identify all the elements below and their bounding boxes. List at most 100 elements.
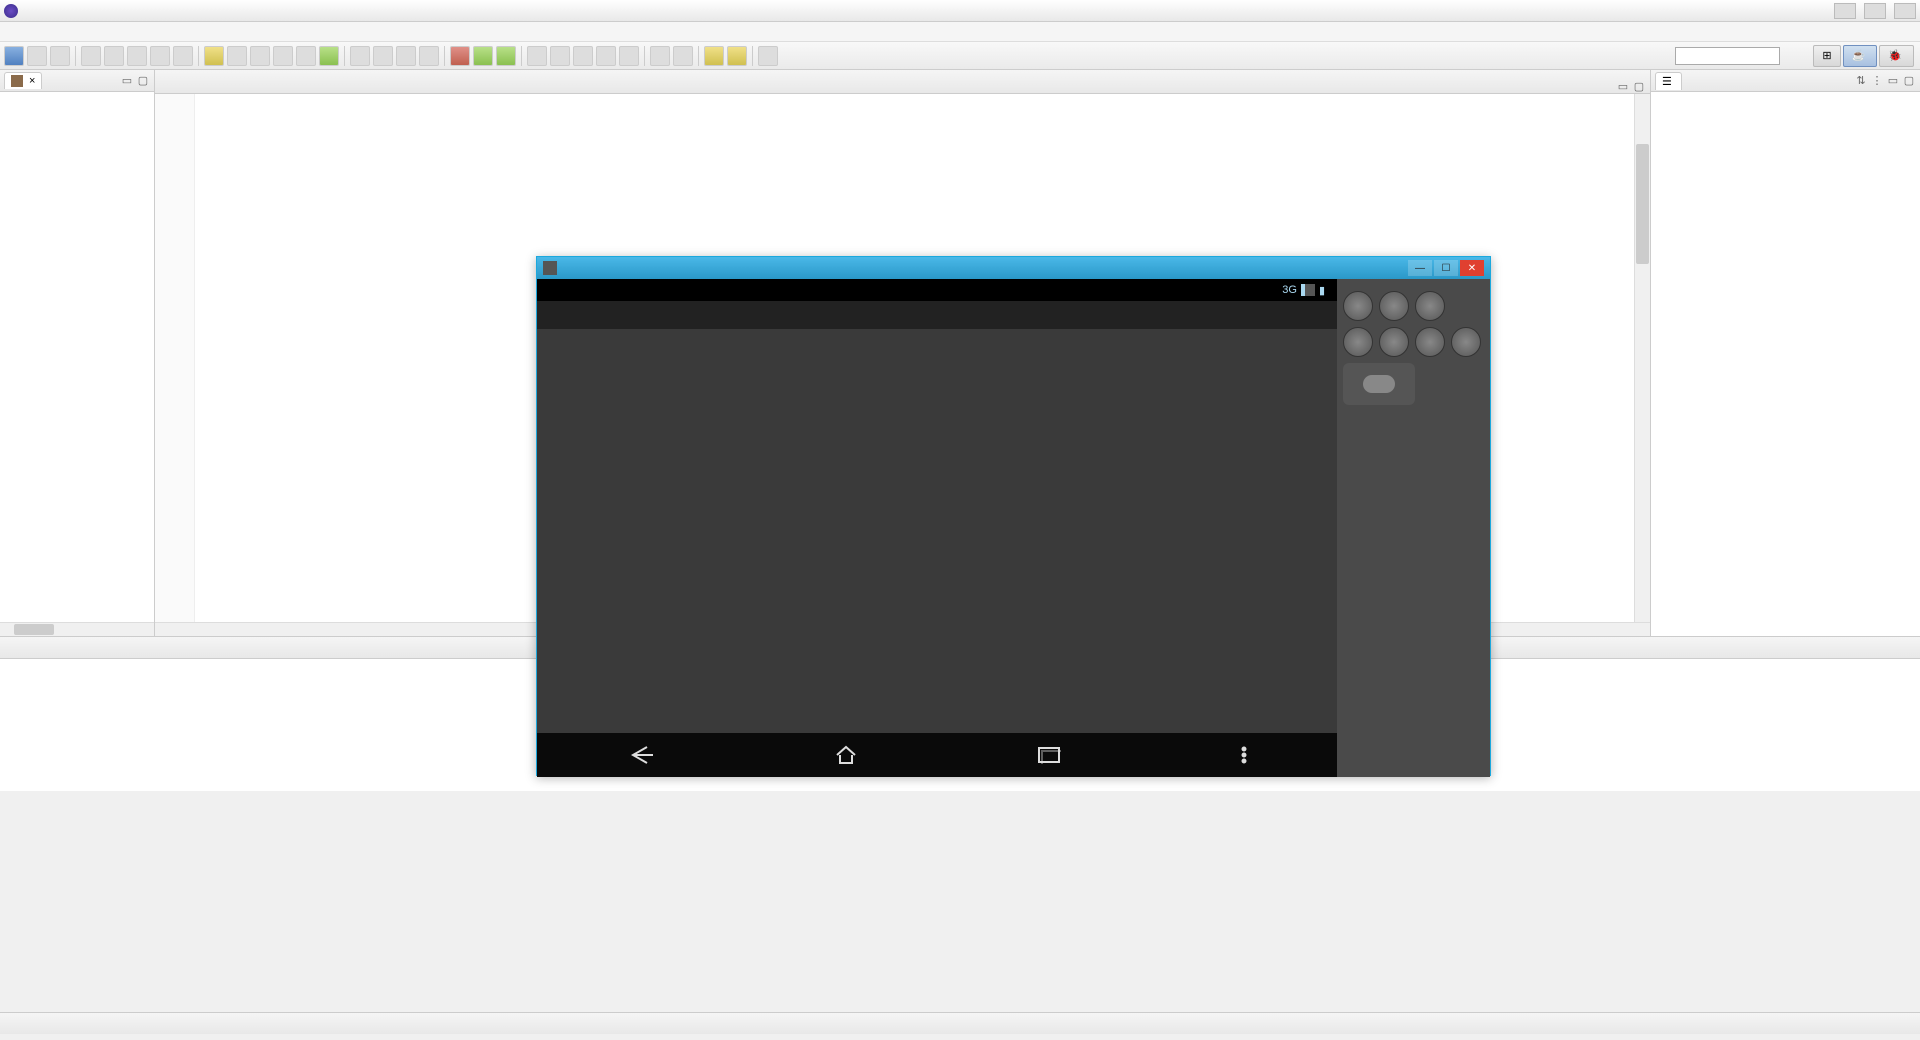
eclipse-icon: [4, 4, 18, 18]
emu-maximize-button[interactable]: ☐: [1434, 260, 1458, 276]
menubar: [0, 22, 1920, 42]
scroll-thumb[interactable]: [1636, 144, 1649, 264]
control-row: [1343, 291, 1484, 321]
tb28[interactable]: [673, 46, 693, 66]
sep: [344, 46, 345, 66]
run-ext-button[interactable]: [496, 46, 516, 66]
emulator-titlebar[interactable]: — ☐ ✕: [537, 257, 1490, 279]
close-button[interactable]: [1894, 3, 1916, 19]
emu-screen[interactable]: 3G ▮: [537, 279, 1337, 777]
emu-content: [537, 329, 1337, 733]
quick-access-input[interactable]: [1675, 47, 1780, 65]
back-button[interactable]: [704, 46, 724, 66]
home-button[interactable]: [1343, 327, 1373, 357]
fwd-button[interactable]: [727, 46, 747, 66]
android-icon: [543, 261, 557, 275]
android-actionbar: [537, 301, 1337, 329]
tb27[interactable]: [650, 46, 670, 66]
menu-button[interactable]: [1379, 327, 1409, 357]
tb7[interactable]: [150, 46, 170, 66]
pkg-tree[interactable]: [0, 92, 154, 622]
vscrollbar[interactable]: [1634, 94, 1650, 622]
panel-controls: ▭ ▢: [120, 74, 150, 88]
tb5[interactable]: [104, 46, 124, 66]
sep: [198, 46, 199, 66]
power-button[interactable]: [1415, 291, 1445, 321]
tb11[interactable]: [250, 46, 270, 66]
hscrollbar[interactable]: [0, 622, 154, 636]
sep: [75, 46, 76, 66]
java-perspective-button[interactable]: ☕: [1843, 45, 1878, 67]
tb16[interactable]: [373, 46, 393, 66]
outline-tabs: ☰ ⇅ ⋮ ▭ ▢: [1651, 70, 1920, 92]
outline-controls: ⇅ ⋮ ▭ ▢: [1854, 74, 1916, 88]
minimize-icon[interactable]: ▭: [120, 74, 134, 88]
save-all-button[interactable]: [50, 46, 70, 66]
open-perspective-button[interactable]: ⊞: [1813, 45, 1840, 67]
window-buttons: [1834, 3, 1916, 19]
dpad-center[interactable]: [1363, 375, 1395, 393]
emu-body: 3G ▮: [537, 279, 1490, 777]
emu-window-buttons: — ☐ ✕: [1408, 260, 1484, 276]
new-button[interactable]: [4, 46, 24, 66]
back-icon[interactable]: [627, 745, 655, 765]
outline-tab[interactable]: ☰: [1655, 72, 1682, 90]
tb9[interactable]: [204, 46, 224, 66]
recents-icon[interactable]: [1037, 746, 1061, 764]
toolbar: ⊞ ☕ 🐞: [0, 42, 1920, 70]
editor-tabs: ▭ ▢: [155, 70, 1650, 94]
maximize-icon[interactable]: ▢: [1632, 79, 1646, 93]
outline-panel: ☰ ⇅ ⋮ ▭ ▢: [1650, 70, 1920, 636]
minimize-button[interactable]: [1834, 3, 1856, 19]
tb8[interactable]: [173, 46, 193, 66]
pkg-tabs: × ▭ ▢: [0, 70, 154, 92]
pkg-tab[interactable]: ×: [4, 72, 42, 89]
maximize-icon[interactable]: ▢: [1902, 74, 1916, 88]
save-button[interactable]: [27, 46, 47, 66]
tb23[interactable]: [550, 46, 570, 66]
battery-icon: ▮: [1319, 284, 1325, 297]
tb15[interactable]: [350, 46, 370, 66]
emulator-window[interactable]: — ☐ ✕ 3G ▮: [536, 256, 1491, 776]
tb13[interactable]: [296, 46, 316, 66]
debug-perspective-button[interactable]: 🐞: [1879, 45, 1914, 67]
signal-icon: [1301, 284, 1315, 296]
tb31[interactable]: [758, 46, 778, 66]
outline-icon: ☰: [1662, 75, 1672, 88]
back-button[interactable]: [1415, 327, 1445, 357]
tb26[interactable]: [619, 46, 639, 66]
minimize-icon[interactable]: ▭: [1616, 79, 1630, 93]
outline-body[interactable]: [1651, 92, 1920, 636]
tb17[interactable]: [396, 46, 416, 66]
emu-controls: [1337, 279, 1490, 777]
tb12[interactable]: [273, 46, 293, 66]
tb14[interactable]: [319, 46, 339, 66]
filter-icon[interactable]: ⋮: [1870, 74, 1884, 88]
tb10[interactable]: [227, 46, 247, 66]
volume2-button[interactable]: [1379, 291, 1409, 321]
tb25[interactable]: [596, 46, 616, 66]
emu-minimize-button[interactable]: —: [1408, 260, 1432, 276]
minimize-icon[interactable]: ▭: [1886, 74, 1900, 88]
close-icon[interactable]: ×: [29, 75, 35, 87]
debug-button[interactable]: [450, 46, 470, 66]
search-button[interactable]: [1451, 327, 1481, 357]
menu-icon[interactable]: [1240, 745, 1248, 765]
tb4[interactable]: [81, 46, 101, 66]
run-button[interactable]: [473, 46, 493, 66]
volume-button[interactable]: [1343, 291, 1373, 321]
home-icon[interactable]: [834, 745, 858, 765]
dpad[interactable]: [1343, 363, 1415, 405]
tb22[interactable]: [527, 46, 547, 66]
emu-close-button[interactable]: ✕: [1460, 260, 1484, 276]
sep: [644, 46, 645, 66]
sort-icon[interactable]: ⇅: [1854, 74, 1868, 88]
tb24[interactable]: [573, 46, 593, 66]
android-navbar: [537, 733, 1337, 777]
tb18[interactable]: [419, 46, 439, 66]
maximize-button[interactable]: [1864, 3, 1886, 19]
maximize-icon[interactable]: ▢: [136, 74, 150, 88]
scroll-thumb[interactable]: [14, 624, 54, 635]
tb6[interactable]: [127, 46, 147, 66]
package-icon: [11, 75, 23, 87]
